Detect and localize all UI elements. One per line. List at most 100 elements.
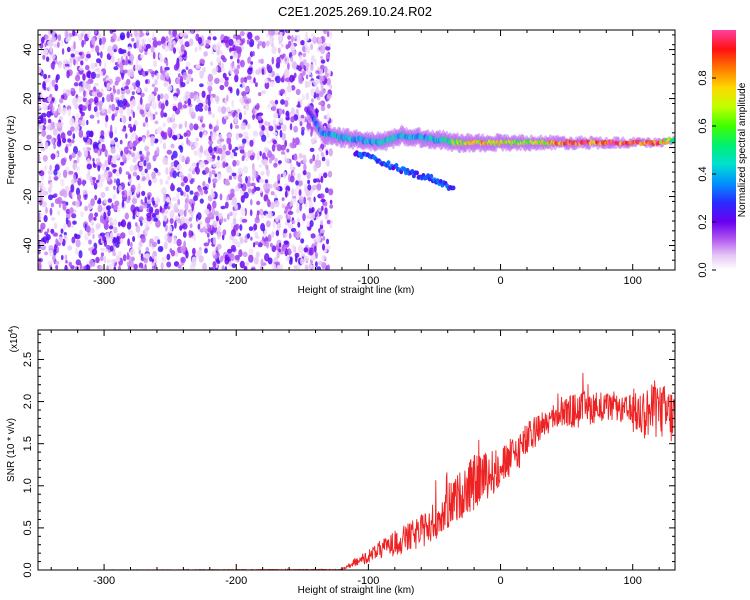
spectrogram-noise-cell: [53, 248, 57, 256]
spectrogram-noise-cell: [183, 132, 188, 137]
spectrogram-noise-cell: [74, 233, 78, 238]
spectrogram-noise-cell: [326, 79, 331, 86]
spectrogram-noise-cell: [151, 102, 157, 110]
spectrogram-noise-cell: [80, 60, 84, 66]
spectrogram-noise-cell: [165, 60, 169, 67]
spectrogram-noise-cell: [202, 180, 206, 188]
spectrogram-noise-cell: [46, 110, 52, 118]
spectrogram-noise-cell: [99, 232, 106, 237]
spectrogram-noise-cell: [126, 153, 131, 161]
spectrogram-noise-cell: [103, 211, 107, 220]
spectrogram-noise-cell: [245, 157, 249, 162]
spectrogram-noise-cell: [78, 85, 82, 93]
spectrogram-noise-cell: [172, 105, 178, 112]
spectrogram-noise-cell: [184, 218, 190, 225]
spectrogram-noise-cell: [234, 223, 240, 230]
spectrogram-noise-cell: [304, 264, 309, 270]
spectrogram-noise-cell: [238, 146, 245, 150]
spectrogram-noise-cell: [47, 170, 53, 176]
spectrogram-noise-cell: [40, 222, 46, 230]
spectrogram-noise-cell: [254, 35, 260, 41]
spectrogram-noise-cell: [244, 103, 250, 111]
spectrogram-noise-cell: [176, 77, 181, 84]
spectrogram-noise-cell: [242, 166, 249, 174]
spectrogram-noise-cell: [145, 173, 150, 182]
spectrogram-noise-cell: [206, 223, 211, 229]
spectrogram-noise-cell: [252, 168, 256, 176]
spectrogram-noise-cell: [146, 129, 150, 139]
spectrogram-noise-cell: [285, 96, 290, 101]
spectrogram-noise-cell: [44, 42, 47, 48]
spectrogram-noise-cell: [259, 178, 265, 184]
spectrogram-noise-cell: [266, 133, 270, 138]
spectrogram-noise-cell: [60, 158, 66, 166]
spectrogram-noise-cell: [307, 179, 311, 185]
spectrogram-noise-cell: [211, 99, 214, 104]
spectrogram-noise-cell: [199, 131, 203, 138]
spectrogram-noise-cell: [82, 147, 88, 152]
spectrogram-secondary-cell: [429, 173, 434, 179]
spectrogram-noise-cell: [309, 64, 314, 72]
spectrogram-noise-cell: [202, 226, 206, 233]
spectrogram-noise-cell: [169, 210, 175, 219]
spectrogram-noise-cell: [137, 103, 140, 111]
spectrogram-noise-cell: [135, 222, 138, 227]
spectrogram-noise-cell: [323, 201, 328, 207]
spectrogram-noise-cell: [136, 40, 140, 49]
spectrogram-noise-cell: [219, 138, 225, 142]
snr-ytick-label: 2.0: [22, 394, 34, 409]
spectrogram-noise-cell: [127, 173, 132, 180]
spectrogram-noise-cell: [75, 239, 81, 248]
spectrogram-noise-cell: [303, 196, 306, 205]
spectrogram-noise-cell: [249, 38, 255, 47]
spectrogram-noise-cell: [311, 184, 317, 191]
spectrogram-noise-cell: [159, 93, 164, 100]
spectrogram-noise-cell: [111, 202, 114, 209]
spectrogram-noise-cell: [280, 151, 286, 155]
spectrogram-noise-cell: [208, 123, 212, 130]
spectrogram-noise-cell: [310, 233, 316, 239]
spectrogram-noise-cell: [177, 217, 181, 224]
spectrogram-noise-cell: [39, 181, 44, 190]
spectrogram-noise-cell: [216, 243, 222, 250]
spectrogram-noise-cell: [289, 175, 295, 183]
spectrogram-noise-cell: [38, 170, 45, 177]
spectrogram-noise-cell: [93, 217, 97, 221]
spectrogram-noise-cell: [118, 166, 122, 175]
spectrogram-noise-cell: [203, 131, 207, 137]
spectrogram-noise-cell: [246, 233, 251, 239]
spectrogram-noise-cell: [269, 81, 275, 88]
spectrogram-noise-cell: [277, 47, 281, 54]
spectrogram-noise-cell: [308, 201, 314, 209]
spectrogram-noise-cell: [315, 86, 319, 93]
spectrogram-noise-cell: [267, 150, 272, 158]
spectrogram-noise-cell: [252, 50, 255, 57]
spectrogram-noise-cell: [212, 260, 217, 268]
spectrogram-noise-cell: [193, 195, 198, 202]
spectrogram-noise-cell: [261, 41, 266, 49]
spectrogram-noise-cell: [282, 53, 286, 58]
spectrogram-noise-cell: [51, 36, 57, 42]
spectrogram-noise-cell: [230, 222, 234, 230]
spectrogram-noise-cell: [271, 231, 275, 238]
spectrogram-secondary-cell: [438, 179, 443, 184]
spectrogram-noise-cell: [183, 191, 187, 197]
spectrogram-noise-cell: [238, 249, 243, 257]
spectrogram-noise-cell: [179, 225, 183, 231]
spectrogram-noise-cell: [282, 171, 287, 179]
spectrogram-noise-cell: [327, 103, 331, 109]
spectrogram-noise-cell: [60, 132, 66, 140]
spectrogram-noise-cell: [87, 138, 91, 145]
spectrogram-noise-cell: [185, 61, 191, 67]
colorbar: 0.0 0.2 0.4 0.6 0.8 Normalized spectral ampl…: [697, 30, 748, 278]
spectrogram-noise-cell: [96, 92, 103, 98]
spectrogram-noise-cell: [249, 51, 254, 58]
spectrogram-noise-cell: [83, 133, 87, 138]
spectrogram-noise-cell: [273, 162, 278, 168]
spectrogram-noise-cell: [320, 198, 326, 203]
spectrogram-noise-cell: [97, 174, 101, 181]
spectrogram-noise-cell: [326, 112, 330, 121]
spectrogram-noise-cell: [310, 73, 313, 78]
spectrogram-noise-cell: [65, 89, 71, 96]
spectrogram-noise-cell: [205, 43, 209, 48]
